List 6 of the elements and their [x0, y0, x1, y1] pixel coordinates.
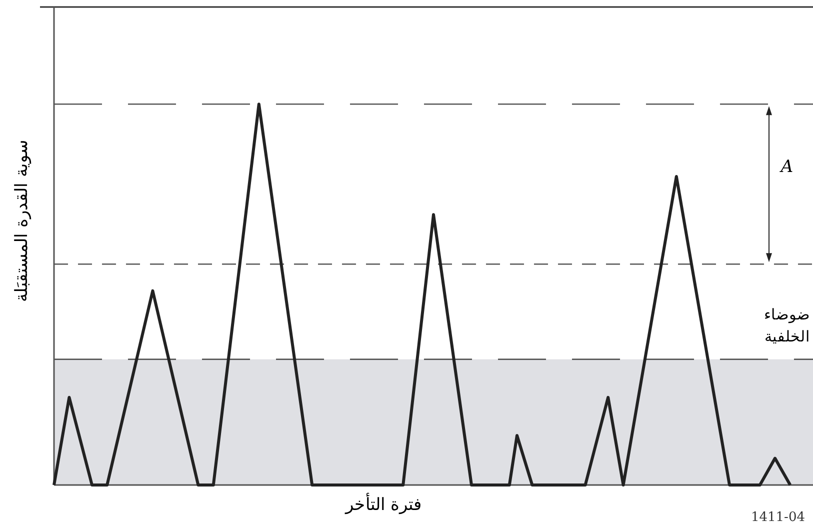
band: ضوضاء الخلفية [54, 305, 813, 485]
y-axis-title: سوية القدرة المستقبَلة [12, 140, 32, 302]
x-axis-title: فترة التأخر [344, 492, 422, 515]
text: 1411-04 [750, 510, 805, 525]
annotation: A [778, 157, 794, 178]
band-label: ضوضاء الخلفية [764, 305, 810, 346]
